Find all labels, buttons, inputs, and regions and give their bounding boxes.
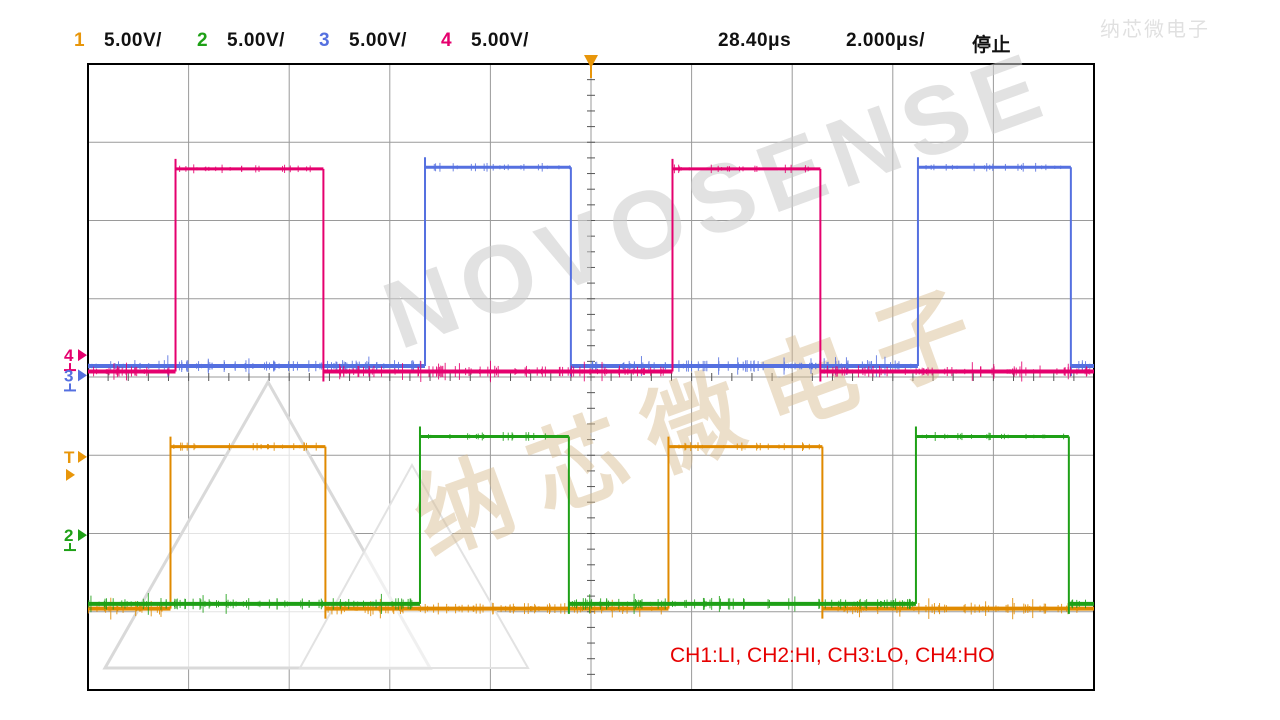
ch2-number: 2 <box>197 30 209 51</box>
trace-ch2-hi <box>88 426 1094 615</box>
ch1-number: 1 <box>74 30 86 51</box>
marker-T: T <box>64 448 75 467</box>
channel-markers: 43 T 2 <box>64 346 87 552</box>
ch3-scale: 5.00V/ <box>349 30 407 51</box>
ch4-scale: 5.00V/ <box>471 30 529 51</box>
channel-annotation: CH1:LI, CH2:HI, CH3:LO, CH4:HO <box>670 644 995 667</box>
timebase-readout: 2.000μs/ <box>846 30 926 51</box>
trigger-time-marker <box>584 55 598 78</box>
trace-ch1-li <box>88 436 1094 620</box>
trace-ch4-ho <box>88 158 1094 383</box>
marker-4: 4 <box>64 346 74 365</box>
ch1-scale: 5.00V/ <box>104 30 162 51</box>
marker-2: 2 <box>64 526 73 545</box>
svg-text:纳芯微电子: 纳芯微电子 <box>1100 18 1210 41</box>
traces <box>88 157 1094 620</box>
delay-readout: 28.40μs <box>718 30 792 51</box>
ch3-number: 3 <box>319 30 331 51</box>
marker-3: 3 <box>64 366 73 385</box>
ch2-scale: 5.00V/ <box>227 30 285 51</box>
ch4-number: 4 <box>441 30 453 51</box>
run-state-label: 停止 <box>972 35 1012 56</box>
